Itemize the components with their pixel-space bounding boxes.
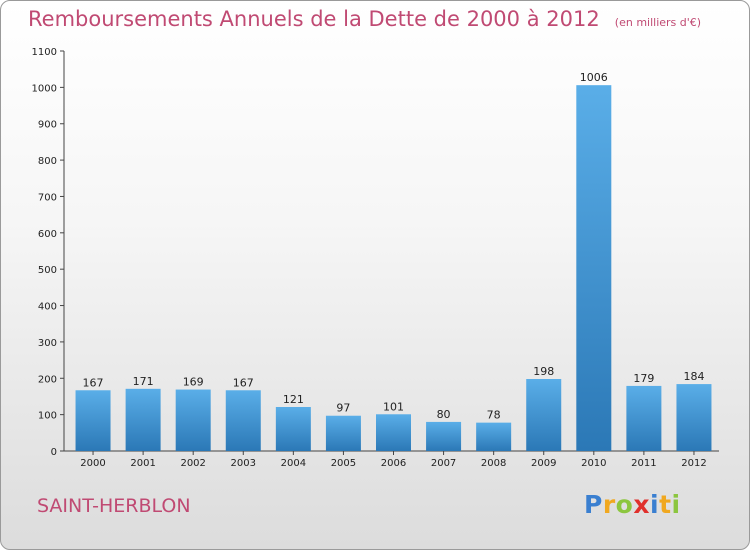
- y-tick-label: 300: [38, 338, 57, 349]
- x-tick-label: 2009: [531, 458, 556, 469]
- bar: [325, 415, 361, 451]
- x-tick-label: 2008: [481, 458, 506, 469]
- bar-value-label: 171: [133, 375, 154, 388]
- bar: [476, 422, 512, 451]
- x-tick-label: 2011: [631, 458, 656, 469]
- logo-letter: P: [584, 490, 603, 519]
- bar: [275, 407, 311, 451]
- bar-value-label: 167: [83, 376, 104, 389]
- logo-letter: r: [602, 490, 616, 519]
- x-tick-label: 2004: [281, 458, 306, 469]
- bar-value-label: 167: [233, 376, 254, 389]
- bar-value-label: 179: [633, 372, 654, 385]
- bar-value-label: 121: [283, 393, 304, 406]
- y-tick-label: 100: [38, 411, 57, 422]
- x-tick-label: 2000: [80, 458, 105, 469]
- place-name: SAINT-HERBLON: [37, 495, 191, 517]
- bar: [626, 385, 662, 451]
- x-tick-label: 2005: [331, 458, 356, 469]
- bar-value-label: 97: [336, 402, 350, 415]
- y-tick-label: 1100: [32, 47, 57, 58]
- logo-letter: i: [671, 490, 681, 519]
- bar: [376, 414, 411, 451]
- unit-note: (en milliers d'€): [614, 16, 702, 29]
- x-tick-label: 2003: [231, 458, 256, 469]
- chart-title: Remboursements Annuels de la Dette de 20…: [28, 7, 600, 31]
- x-tick-label: 2006: [381, 458, 406, 469]
- proxiti-logo: Proxiti: [584, 490, 681, 519]
- y-tick-label: 0: [51, 447, 57, 458]
- logo-letter: i: [650, 490, 660, 519]
- bar-value-label: 101: [383, 400, 404, 413]
- bar: [676, 384, 712, 451]
- logo-letter: o: [615, 490, 634, 519]
- y-tick-label: 900: [38, 120, 57, 131]
- y-tick-label: 1000: [32, 83, 57, 94]
- title-row: Remboursements Annuels de la Dette de 20…: [28, 7, 701, 31]
- bar-value-label: 1006: [580, 71, 608, 84]
- logo-letter: t: [659, 490, 672, 519]
- bar: [526, 379, 562, 451]
- x-tick-label: 2001: [130, 458, 155, 469]
- logo-letter: x: [633, 490, 650, 519]
- bar-value-label: 169: [183, 376, 204, 389]
- y-tick-label: 200: [38, 374, 57, 385]
- x-tick-label: 2002: [180, 458, 205, 469]
- bar: [175, 389, 211, 451]
- bar: [75, 390, 111, 451]
- x-tick-label: 2007: [431, 458, 456, 469]
- y-tick-label: 600: [38, 229, 57, 240]
- bar-value-label: 78: [487, 409, 501, 422]
- bar-value-label: 80: [437, 408, 451, 421]
- x-tick-label: 2012: [681, 458, 706, 469]
- x-tick-label: 2010: [581, 458, 606, 469]
- bar: [125, 388, 161, 451]
- y-tick-label: 400: [38, 302, 57, 313]
- bar-value-label: 184: [683, 370, 704, 383]
- y-tick-label: 700: [38, 192, 57, 203]
- y-tick-label: 500: [38, 265, 57, 276]
- bar-value-label: 198: [533, 365, 554, 378]
- bar: [576, 85, 612, 451]
- y-tick-label: 800: [38, 156, 57, 167]
- bar: [426, 421, 462, 451]
- bar: [225, 390, 261, 451]
